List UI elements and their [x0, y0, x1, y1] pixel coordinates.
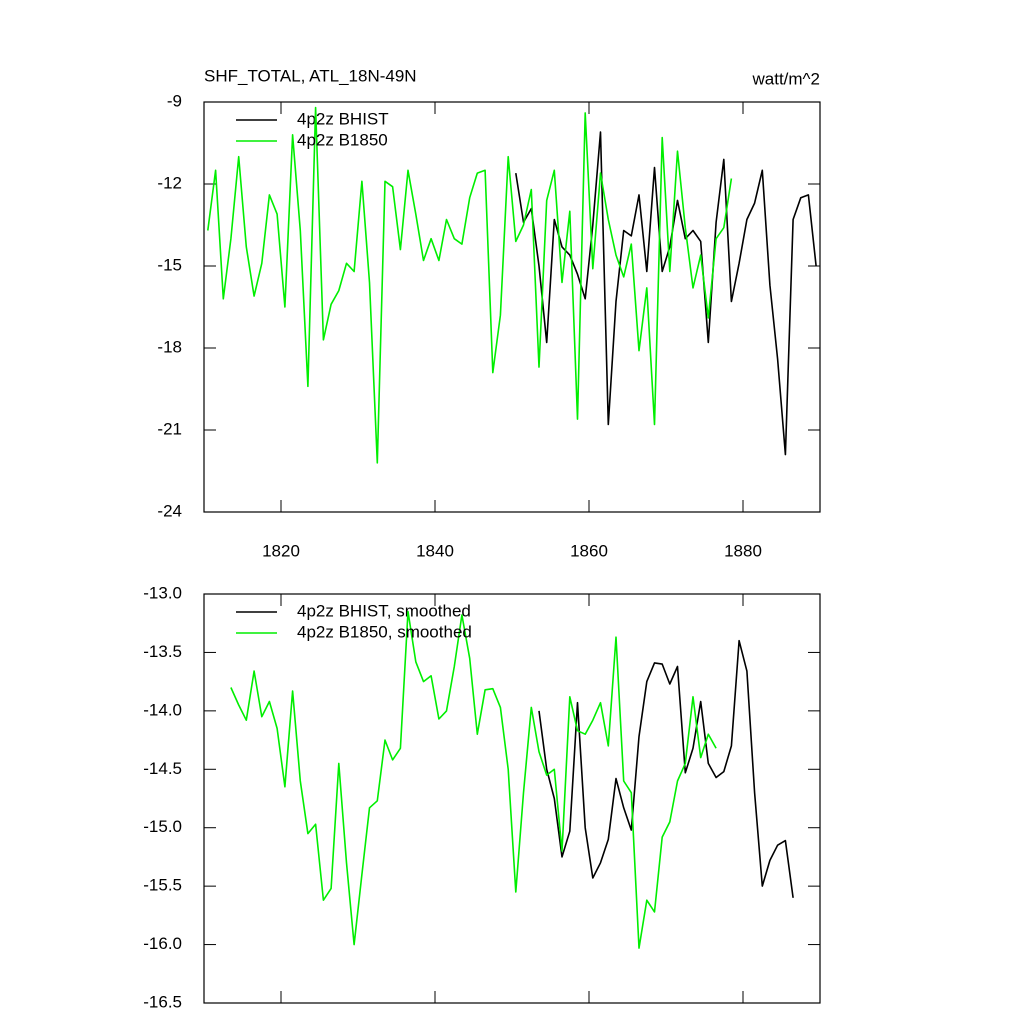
- y-tick-label: -24: [157, 501, 182, 520]
- y-tick-label: -15.5: [143, 876, 182, 895]
- units-label: watt/m^2: [752, 69, 821, 88]
- y-tick-label: -13.5: [143, 642, 182, 661]
- legend-label: 4p2z BHIST, smoothed: [297, 601, 471, 620]
- plot-frame: [203, 593, 821, 1004]
- x-tick-label: 1820: [262, 541, 300, 560]
- legend-label: 4p2z B1850: [297, 130, 388, 149]
- series-line: [538, 639, 794, 898]
- series-line: [515, 131, 817, 456]
- x-tick-label: 1860: [570, 541, 608, 560]
- legend-label: 4p2z B1850, smoothed: [297, 622, 472, 641]
- y-tick-label: -15.0: [143, 817, 182, 836]
- y-tick-label: -14.5: [143, 759, 182, 778]
- x-tick-label: 1840: [416, 541, 454, 560]
- y-tick-label: -16.0: [143, 934, 182, 953]
- plot-frame: [203, 101, 821, 513]
- series-line: [230, 610, 717, 949]
- y-tick-label: -12: [157, 173, 182, 192]
- y-tick-label: -16.5: [143, 992, 182, 1011]
- y-tick-label: -9: [167, 91, 182, 110]
- x-tick-label: 1880: [724, 541, 762, 560]
- y-tick-label: -21: [157, 419, 182, 438]
- y-tick-label: -14.0: [143, 700, 182, 719]
- y-tick-label: -15: [157, 255, 182, 274]
- legend-label: 4p2z BHIST: [297, 109, 389, 128]
- series-line: [207, 106, 733, 464]
- y-tick-label: -13.0: [143, 583, 182, 602]
- chart-title: SHF_TOTAL, ATL_18N-49N: [204, 66, 417, 85]
- y-tick-label: -18: [157, 337, 182, 356]
